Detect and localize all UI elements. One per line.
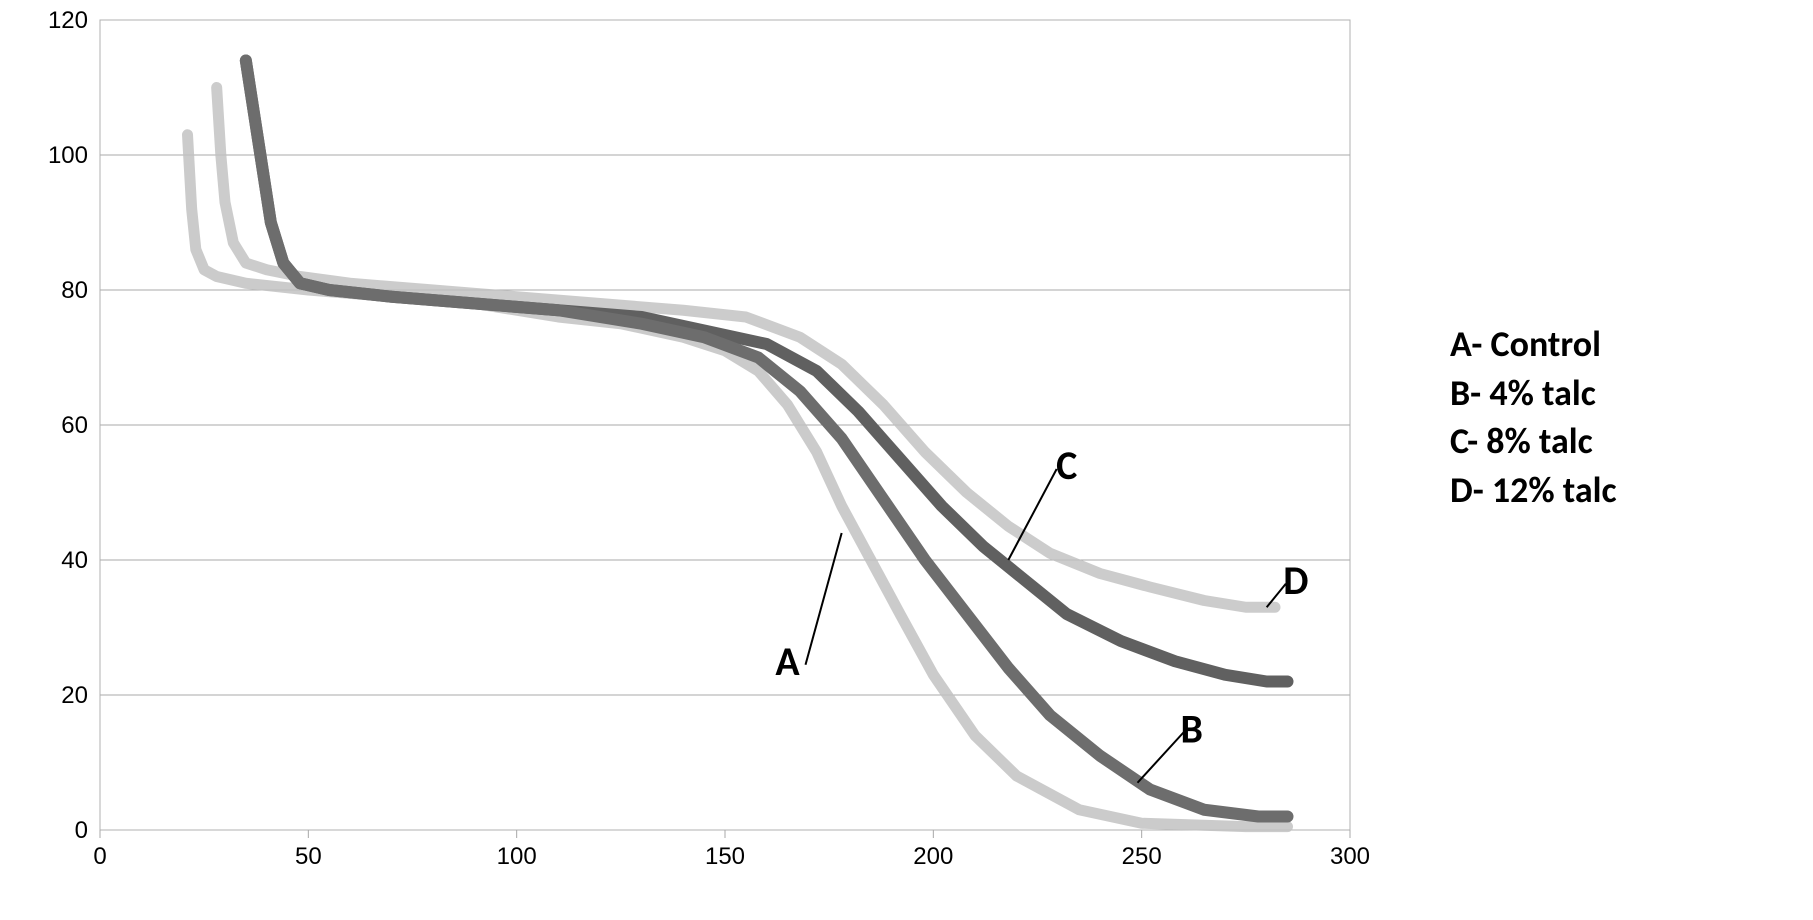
svg-text:50: 50 xyxy=(295,843,322,870)
legend-item: A- Control xyxy=(1450,320,1617,369)
svg-text:120: 120 xyxy=(48,10,88,34)
svg-text:100: 100 xyxy=(48,142,88,169)
svg-text:200: 200 xyxy=(913,843,953,870)
legend-item: D- 12% talc xyxy=(1450,466,1617,515)
svg-text:150: 150 xyxy=(705,843,745,870)
svg-text:250: 250 xyxy=(1122,843,1162,870)
svg-text:0: 0 xyxy=(93,843,106,870)
svg-text:20: 20 xyxy=(61,682,88,709)
annotation-label: D xyxy=(1283,556,1308,605)
svg-text:300: 300 xyxy=(1330,843,1370,870)
svg-text:0: 0 xyxy=(75,817,88,844)
svg-text:40: 40 xyxy=(61,547,88,574)
annotation-label: A xyxy=(775,637,800,686)
chart-container: 0 20 40 60 80 100 120 0 50 100 150 200 250 300 A B C D xyxy=(30,10,1400,890)
line-chart: 0 20 40 60 80 100 120 0 50 100 150 200 250 300 A B C D xyxy=(30,10,1400,890)
svg-text:60: 60 xyxy=(61,412,88,439)
legend-item: B- 4% talc xyxy=(1450,369,1617,418)
legend: A- Control B- 4% talc C- 8% talc D- 12% … xyxy=(1450,320,1617,514)
annotation-label: B xyxy=(1180,704,1202,753)
svg-text:100: 100 xyxy=(497,843,537,870)
svg-text:80: 80 xyxy=(61,277,88,304)
legend-item: C- 8% talc xyxy=(1450,417,1617,466)
annotation-label: C xyxy=(1056,441,1077,490)
